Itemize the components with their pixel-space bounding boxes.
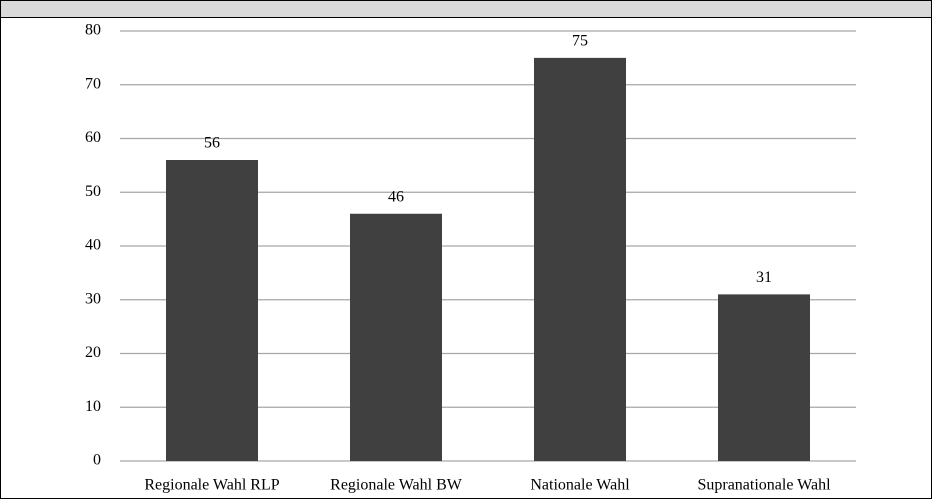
- y-tick-label: 40: [85, 237, 101, 254]
- y-tick-label: 60: [85, 129, 101, 146]
- x-tick-label: Supranationale Wahl: [697, 477, 831, 494]
- y-tick-label: 50: [85, 183, 101, 200]
- bar: [718, 294, 810, 461]
- value-label: 31: [756, 269, 772, 286]
- x-tick-label: Regionale Wahl RLP: [144, 477, 279, 494]
- x-tick-label: Regionale Wahl BW: [330, 477, 463, 494]
- y-tick-label: 30: [85, 290, 101, 307]
- x-tick-label: Nationale Wahl: [530, 477, 630, 494]
- y-tick-label: 0: [93, 452, 101, 469]
- value-label: 56: [204, 135, 220, 152]
- value-label: 46: [388, 188, 404, 205]
- bar: [534, 57, 626, 461]
- bar: [350, 213, 442, 461]
- y-tick-label: 10: [85, 398, 101, 415]
- bar: [166, 160, 258, 461]
- value-label: 75: [572, 33, 588, 50]
- y-tick-label: 70: [85, 75, 101, 92]
- y-tick-label: 80: [85, 22, 101, 39]
- header-strip: [0, 0, 932, 18]
- y-tick-label: 20: [85, 344, 101, 361]
